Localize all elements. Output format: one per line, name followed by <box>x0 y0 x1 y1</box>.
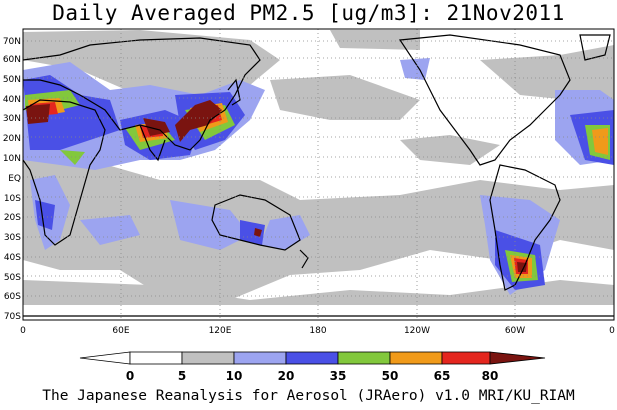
lat-label: 70S <box>4 312 21 322</box>
lat-axis: 70N 60N 50N 40N 30N 20N 10N EQ 10S 20S 3… <box>3 37 21 322</box>
lat-label: 60S <box>4 292 21 302</box>
grid <box>23 29 614 320</box>
colorbar-segment <box>233 351 287 365</box>
colorbar-labels: 0 5 10 20 35 50 65 80 <box>126 369 499 383</box>
lon-axis: 0 60E 120E 180 120W 60W 0 <box>20 326 615 336</box>
colorbar-label: 20 <box>278 369 295 383</box>
lon-label: 0 <box>609 326 615 336</box>
colorbar <box>79 351 546 365</box>
colorbar-label: 10 <box>226 369 243 383</box>
colorbar-label: 5 <box>178 369 186 383</box>
lon-label: 120W <box>404 326 430 336</box>
pm-band-over-80 <box>26 100 527 272</box>
lat-label: 20N <box>3 134 21 144</box>
map-credit: The Japanese Reanalysis for Aerosol (JRA… <box>42 388 575 404</box>
coastlines <box>22 34 614 317</box>
lon-label: 60W <box>505 326 525 336</box>
lat-label: EQ <box>8 174 21 184</box>
colorbar-label: 35 <box>330 369 347 383</box>
colorbar-segment <box>441 351 491 365</box>
lat-label: 50N <box>3 75 21 85</box>
lon-label: 120E <box>209 326 232 336</box>
lat-label: 50S <box>4 273 21 283</box>
map-frame <box>22 28 615 321</box>
lon-label: 0 <box>20 326 26 336</box>
colorbar-label: 0 <box>126 369 134 383</box>
lat-label: 20S <box>4 213 21 223</box>
colorbar-segment <box>337 351 391 365</box>
colorbar-segment <box>285 351 339 365</box>
lat-label: 30N <box>3 114 21 124</box>
lat-label: 60N <box>3 55 21 65</box>
lat-label: 70N <box>3 37 21 47</box>
colorbar-segment <box>79 351 131 365</box>
colorbar-label: 50 <box>382 369 399 383</box>
lat-label: 30S <box>4 233 21 243</box>
colorbar-label: 80 <box>482 369 499 383</box>
colorbar-segment <box>489 351 546 365</box>
lat-label: 10S <box>4 194 21 204</box>
lat-label: 40N <box>3 95 21 105</box>
lon-label: 60E <box>112 326 129 336</box>
colorbar-segment <box>389 351 443 365</box>
lat-label: 40S <box>4 253 21 263</box>
lat-label: 10N <box>3 154 21 164</box>
lon-label: 180 <box>309 326 326 336</box>
map-title: Daily Averaged PM2.5 [ug/m3]: 21Nov2011 <box>52 1 565 25</box>
colorbar-segment <box>129 351 183 365</box>
colorbar-label: 65 <box>434 369 451 383</box>
colorbar-segment <box>181 351 235 365</box>
